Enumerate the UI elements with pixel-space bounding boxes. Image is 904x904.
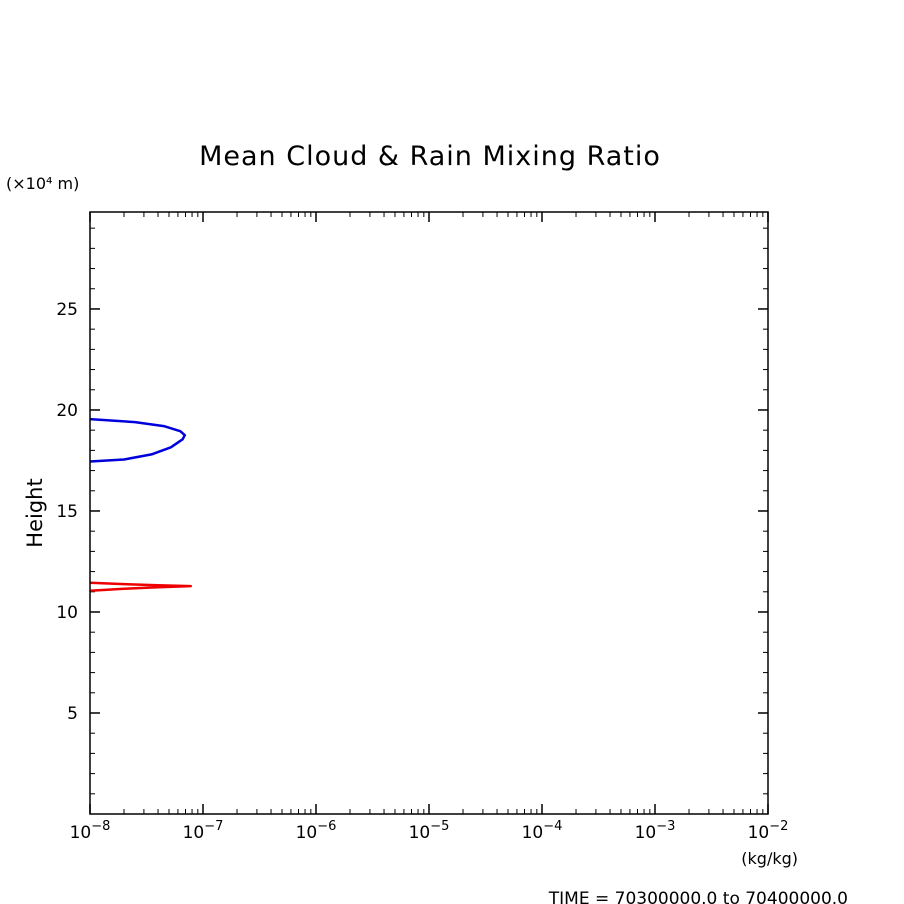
series-line-2 <box>89 581 193 593</box>
y-tick-label: 15 <box>56 502 78 522</box>
time-range-label: TIME = 70300000.0 to 70400000.0 <box>548 889 848 904</box>
y-unit-label: (×10⁴ m) <box>6 174 79 193</box>
plot-frame <box>89 211 769 815</box>
x-tick-label: 10−5 <box>409 819 450 843</box>
series-line-1 <box>89 417 187 463</box>
x-tick-label: 10−3 <box>635 819 676 843</box>
x-tick-label: 10−6 <box>296 819 337 843</box>
y-tick-label: 10 <box>56 603 78 623</box>
y-axis-title: Height <box>23 478 47 547</box>
major-ticks <box>89 212 769 814</box>
x-tick-labels: 10−8 10−7 10−6 10−5 10−4 10−3 10−2 <box>70 819 789 843</box>
x-tick-label: 10−4 <box>522 819 563 843</box>
series-layer <box>89 417 193 593</box>
y-tick-labels: 5 10 15 20 25 <box>56 300 78 724</box>
minor-ticks <box>90 212 768 814</box>
y-tick-label: 25 <box>56 300 78 320</box>
chart-title: Mean Cloud & Rain Mixing Ratio <box>199 141 661 172</box>
x-tick-label: 10−7 <box>183 819 224 843</box>
y-tick-label: 20 <box>56 401 78 421</box>
x-unit-label: (kg/kg) <box>741 849 798 868</box>
x-tick-label: 10−2 <box>748 819 789 843</box>
x-tick-label: 10−8 <box>70 819 111 843</box>
y-tick-label: 5 <box>67 704 78 724</box>
